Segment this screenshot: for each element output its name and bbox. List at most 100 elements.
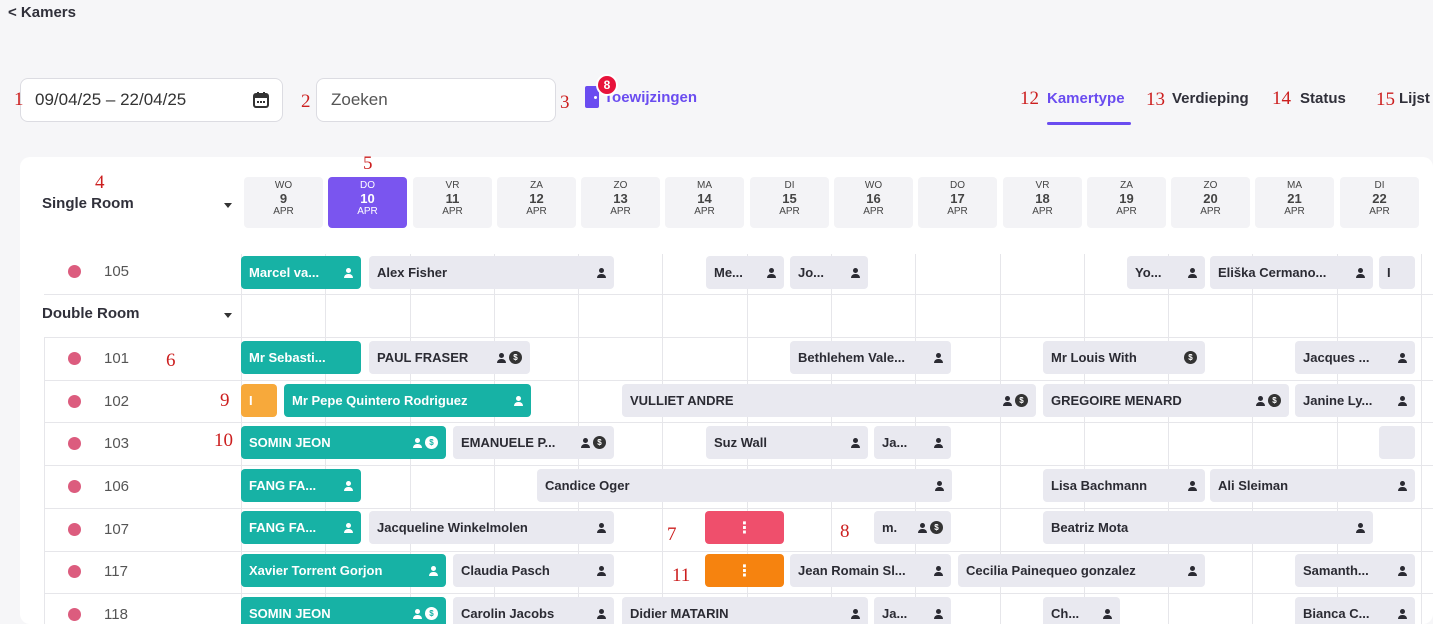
booking[interactable]: Cecilia Painequeo gonzalez <box>958 554 1205 587</box>
day-header[interactable]: MA 21 APR <box>1255 177 1334 228</box>
grid-line <box>1000 254 1001 624</box>
booking[interactable]: Mr Sebasti... <box>241 341 361 374</box>
room-number[interactable]: 107 <box>104 521 130 538</box>
more-options-icon: ⋮ <box>736 519 753 537</box>
room-number[interactable]: 102 <box>104 393 130 410</box>
booking[interactable]: Bianca C... <box>1295 597 1415 624</box>
guest-icon <box>1356 267 1365 278</box>
day-header[interactable]: ZA 19 APR <box>1087 177 1166 228</box>
guest-icon <box>344 267 353 278</box>
booking[interactable]: GREGOIRE MENARD $ <box>1043 384 1289 417</box>
booking[interactable]: Alex Fisher <box>369 256 614 289</box>
room-number[interactable]: 101 <box>104 350 130 367</box>
day-header[interactable]: DO 17 APR <box>918 177 997 228</box>
booking[interactable]: Me... <box>706 256 784 289</box>
booking[interactable]: Ch... <box>1043 597 1120 624</box>
day-header[interactable]: WO 16 APR <box>834 177 913 228</box>
guest-icon <box>1356 522 1365 533</box>
booking[interactable]: Janine Ly... <box>1295 384 1415 417</box>
guest-icon <box>1398 395 1407 406</box>
booking[interactable]: I <box>1379 256 1415 289</box>
payment-icon: $ <box>930 521 943 534</box>
booking[interactable]: Samanth... <box>1295 554 1415 587</box>
guest-icon <box>344 522 353 533</box>
day-header[interactable]: VR 18 APR <box>1003 177 1082 228</box>
tab-lijst[interactable]: Lijst <box>1399 90 1430 107</box>
tab-verdieping[interactable]: Verdieping <box>1172 90 1249 107</box>
unassigned-block-warning[interactable]: ⋮ <box>705 554 784 587</box>
booking[interactable]: I <box>241 384 277 417</box>
room-number[interactable]: 105 <box>104 263 130 280</box>
guest-icon <box>851 608 860 619</box>
room-status-dot <box>68 480 81 493</box>
group-double-room: Double Room <box>42 305 140 322</box>
booking[interactable] <box>1379 426 1415 459</box>
guest-icon <box>413 437 422 448</box>
day-header[interactable]: ZO 20 APR <box>1171 177 1250 228</box>
guest-icon <box>514 395 523 406</box>
booking[interactable]: m. $ <box>874 511 951 544</box>
tab-kamertype[interactable]: Kamertype <box>1047 90 1125 107</box>
guest-icon <box>1398 565 1407 576</box>
booking[interactable]: Lisa Bachmann <box>1043 469 1205 502</box>
booking[interactable]: Mr Pepe Quintero Rodriguez <box>284 384 531 417</box>
booking[interactable]: Jean Romain Sl... <box>790 554 951 587</box>
booking[interactable]: SOMIN JEON $ <box>241 597 446 624</box>
payment-icon: $ <box>425 436 438 449</box>
day-header[interactable]: ZA 12 APR <box>497 177 576 228</box>
calendar-icon[interactable] <box>252 91 270 109</box>
chevron-down-icon[interactable] <box>224 203 232 208</box>
booking[interactable]: FANG FA... <box>241 469 361 502</box>
guest-icon <box>597 608 606 619</box>
booking[interactable]: Mr Louis With $ <box>1043 341 1205 374</box>
booking[interactable]: Suz Wall <box>706 426 868 459</box>
search-input[interactable] <box>316 78 556 122</box>
room-number[interactable]: 106 <box>104 478 130 495</box>
chevron-down-icon[interactable] <box>224 313 232 318</box>
booking[interactable]: VULLIET ANDRE $ <box>622 384 1036 417</box>
booking[interactable]: SOMIN JEON $ <box>241 426 446 459</box>
booking[interactable]: Candice Oger <box>537 469 952 502</box>
day-header[interactable]: VR 11 APR <box>413 177 492 228</box>
booking[interactable]: Didier MATARIN <box>622 597 868 624</box>
booking[interactable]: Jacqueline Winkelmolen <box>369 511 614 544</box>
tab-status[interactable]: Status <box>1300 90 1346 107</box>
day-header[interactable]: DI 22 APR <box>1340 177 1419 228</box>
booking[interactable]: Xavier Torrent Gorjon <box>241 554 446 587</box>
assignments-button[interactable]: Toewijzingen <box>585 86 697 108</box>
back-link[interactable]: < Kamers <box>8 4 76 21</box>
day-header[interactable]: ZO 13 APR <box>581 177 660 228</box>
booking[interactable]: Eliška Cermano... <box>1210 256 1373 289</box>
room-number[interactable]: 103 <box>104 435 130 452</box>
room-status-dot <box>68 437 81 450</box>
booking[interactable]: Yo... <box>1127 256 1205 289</box>
guest-icon <box>429 565 438 576</box>
room-number[interactable]: 117 <box>104 563 128 580</box>
booking[interactable]: FANG FA... <box>241 511 361 544</box>
room-number[interactable]: 118 <box>104 606 128 623</box>
day-header[interactable]: MA 14 APR <box>665 177 744 228</box>
guest-icon <box>497 352 506 363</box>
booking[interactable]: Jacques ... <box>1295 341 1415 374</box>
date-range-picker[interactable]: 09/04/25 – 22/04/25 <box>20 78 283 122</box>
booking[interactable]: Claudia Pasch <box>453 554 614 587</box>
day-header-today[interactable]: DO 10 APR <box>328 177 407 228</box>
annotation-marker: 12 <box>1020 88 1039 109</box>
booking[interactable]: Carolin Jacobs <box>453 597 614 624</box>
grid-line <box>44 465 1433 466</box>
annotation-marker: 11 <box>672 565 691 586</box>
booking[interactable]: PAUL FRASER $ <box>369 341 530 374</box>
booking[interactable]: Beatriz Mota <box>1043 511 1373 544</box>
assignments-count-badge: 8 <box>596 74 618 96</box>
booking[interactable]: Bethlehem Vale... <box>790 341 951 374</box>
booking[interactable]: Marcel va... <box>241 256 361 289</box>
unassigned-block-alert[interactable]: ⋮ <box>705 511 784 544</box>
grid-line <box>44 422 1433 423</box>
booking[interactable]: EMANUELE P... $ <box>453 426 614 459</box>
booking[interactable]: Ja... <box>874 597 951 624</box>
booking[interactable]: Jo... <box>790 256 868 289</box>
day-header[interactable]: DI 15 APR <box>750 177 829 228</box>
day-header[interactable]: WO 9 APR <box>244 177 323 228</box>
booking[interactable]: Ali Sleiman <box>1210 469 1415 502</box>
booking[interactable]: Ja... <box>874 426 951 459</box>
